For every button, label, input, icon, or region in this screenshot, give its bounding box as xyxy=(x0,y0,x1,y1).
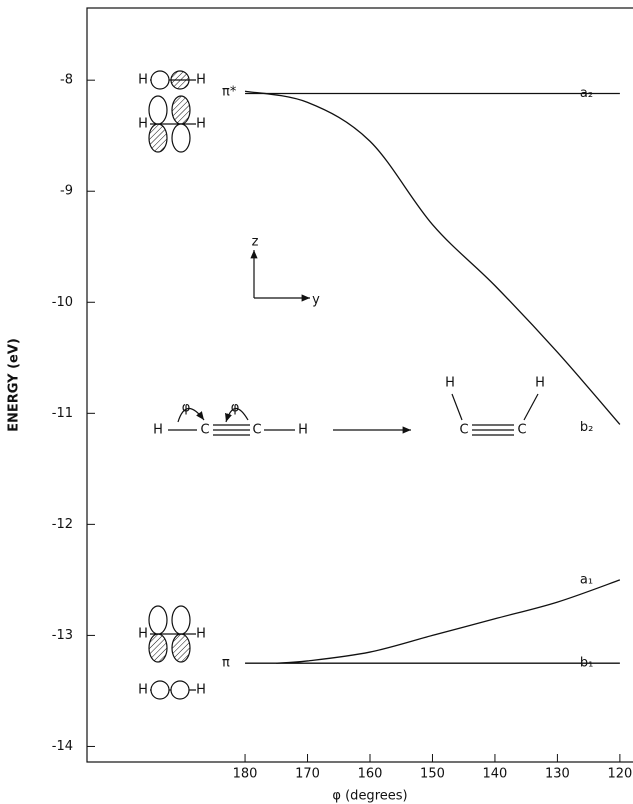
x-tick-label: 120 xyxy=(607,767,632,782)
orbital-sketch xyxy=(149,71,538,699)
y-tick-label: -8 xyxy=(60,73,73,88)
diagram-label: C xyxy=(459,423,468,438)
x-tick-label: 170 xyxy=(295,767,320,782)
diagram-label: H xyxy=(535,376,545,391)
x-tick-label: 150 xyxy=(420,767,445,782)
chart: ENERGY (eV) φ (degrees) -8 -9 -10 -11 -12 -13… xyxy=(0,0,633,804)
diagram-label: H xyxy=(153,423,163,438)
level-label: π* xyxy=(222,85,237,100)
curve-label: b₁ xyxy=(580,656,593,671)
x-tick-label: 180 xyxy=(233,767,258,782)
x-axis-label: φ (degrees) xyxy=(332,789,407,804)
energy-curve xyxy=(276,580,620,663)
diagram-label: H xyxy=(196,683,206,698)
y-tick-label: -10 xyxy=(52,295,73,310)
plot-frame xyxy=(87,8,633,762)
y-tick-label: -13 xyxy=(52,628,73,643)
y-tick-label: -9 xyxy=(60,184,73,199)
curve-label: b₂ xyxy=(580,420,593,435)
diagram-label: z xyxy=(252,235,259,250)
diagram-label: H xyxy=(196,117,206,132)
y-tick-label: -11 xyxy=(52,406,73,421)
diagram-label: H xyxy=(138,117,148,132)
curve-label: a₁ xyxy=(580,572,593,587)
curve-label: a₂ xyxy=(580,86,593,101)
diagram-label: y xyxy=(312,293,320,308)
diagram-label: H xyxy=(196,627,206,642)
diagram-label: φ xyxy=(182,401,191,416)
x-tick-label: 160 xyxy=(358,767,383,782)
diagram-label: H xyxy=(138,627,148,642)
diagram-label: H xyxy=(445,376,455,391)
diagram-label: H xyxy=(298,423,308,438)
diagram-label: C xyxy=(252,423,261,438)
diagram-label: H xyxy=(196,73,206,88)
y-axis-label: ENERGY (eV) xyxy=(7,338,22,432)
diagram-label: φ xyxy=(231,401,240,416)
x-tick-label: 140 xyxy=(483,767,508,782)
diagram-label: H xyxy=(138,73,148,88)
y-tick-label: -14 xyxy=(52,739,73,754)
diagram-label: C xyxy=(517,423,526,438)
level-label: π xyxy=(222,656,230,671)
diagram-label: H xyxy=(138,683,148,698)
x-tick-label: 130 xyxy=(545,767,570,782)
y-tick-label: -12 xyxy=(52,517,73,532)
diagram-label: C xyxy=(200,423,209,438)
energy-curve xyxy=(245,91,620,424)
